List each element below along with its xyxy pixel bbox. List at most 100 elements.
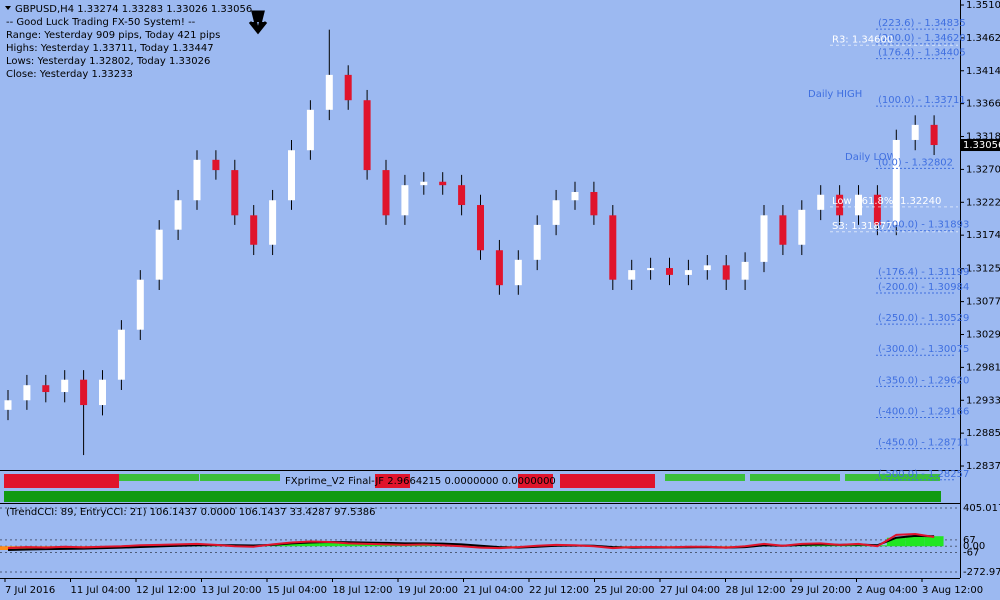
- level-label: (176.4) - 1.34405: [878, 48, 966, 59]
- y-tick-label: 1.33180: [966, 132, 1000, 143]
- signal-block: [560, 474, 655, 488]
- indicator-strip: [4, 474, 941, 502]
- level-label: (-176.4) - 1.31199: [878, 267, 969, 278]
- y-tick-label: 1.28850: [966, 428, 1000, 439]
- x-tick-label: 21 Jul 04:00: [464, 585, 524, 596]
- level-label: (-350.0) - 1.29620: [878, 375, 969, 386]
- candle-body: [873, 194, 881, 225]
- candle-body: [42, 385, 50, 393]
- daily-high: Daily HIGH: [808, 89, 862, 100]
- candle-body: [684, 270, 692, 275]
- y-tick-label: 1.31740: [966, 230, 1000, 241]
- candle-body: [4, 400, 12, 410]
- daily-low: Daily LOW: [845, 152, 897, 163]
- candle-body: [703, 265, 711, 271]
- y-tick-label: -272.9796: [963, 567, 1000, 578]
- candle-body: [855, 194, 862, 216]
- candle-body: [344, 74, 352, 101]
- pivot-label: Low - 61.8%: 1.32240: [832, 196, 941, 207]
- candle-body: [136, 279, 144, 330]
- signal-block: [119, 474, 199, 481]
- candle-body: [628, 270, 636, 280]
- y-tick-label: 0.00: [963, 541, 985, 552]
- candle-body: [590, 192, 598, 216]
- x-tick-label: 15 Jul 04:00: [267, 585, 327, 596]
- level-label: (-300.0) - 1.30075: [878, 344, 969, 355]
- candle-body: [231, 170, 239, 216]
- candle-body: [61, 379, 69, 393]
- symbol-line: GBPUSD,H4 1.33274 1.33283 1.33026 1.3305…: [15, 4, 252, 15]
- signal-block: [845, 474, 940, 481]
- cci-line: [7, 532, 935, 550]
- y-tick-label: 1.28370: [966, 461, 1000, 472]
- signal-block: [518, 474, 553, 488]
- cci-bar: [300, 542, 320, 547]
- y-tick-label: 1.29330: [966, 395, 1000, 406]
- cci-bar: [282, 543, 301, 547]
- candle-body: [250, 215, 258, 245]
- level-label: (-200.0) - 1.30984: [878, 282, 969, 293]
- y-tick-label: 1.32700: [966, 164, 1000, 175]
- candle-body: [269, 200, 277, 245]
- candle-body: [401, 185, 409, 216]
- info-line: Highs: Yesterday 1.33711, Today 1.33447: [6, 43, 214, 54]
- info-line: Range: Yesterday 909 pips, Today 421 pip…: [6, 30, 220, 41]
- current-price: 1.33056: [963, 140, 1000, 151]
- level-label: (-100.0) - 1.31893: [878, 220, 969, 231]
- x-tick-label: 28 Jul 12:00: [726, 585, 786, 596]
- signal-block: [665, 474, 745, 481]
- info-line: Close: Yesterday 1.33233: [6, 69, 133, 80]
- level-label: (200.0) - 1.34620: [878, 33, 966, 44]
- candle-body: [666, 268, 673, 275]
- candle-body: [23, 385, 31, 401]
- candle-body: [174, 200, 182, 230]
- candle-body: [212, 159, 220, 171]
- x-tick-label: 2 Aug 04:00: [857, 585, 918, 596]
- cci-bar: [905, 535, 925, 547]
- candle-body: [155, 229, 163, 280]
- x-tick-label: 25 Jul 20:00: [595, 585, 655, 596]
- x-tick-label: 27 Jul 04:00: [660, 585, 720, 596]
- candle-body: [477, 205, 484, 251]
- candle-body: [798, 209, 806, 245]
- y-tick-label: 405.0174: [963, 503, 1000, 514]
- y-tick-label: 1.30770: [966, 297, 1000, 308]
- candle-body: [760, 215, 768, 262]
- current-price-tag: [961, 139, 1000, 152]
- candle-body: [382, 170, 390, 216]
- candle-body: [911, 124, 919, 140]
- x-tick-label: 3 Aug 12:00: [922, 585, 983, 596]
- candle-body: [892, 139, 900, 225]
- y-tick-label: 67: [963, 535, 976, 546]
- y-tick-label: 1.34620: [966, 33, 1000, 44]
- candle-body: [439, 181, 447, 186]
- cci-bar: [886, 537, 906, 547]
- candle-body: [779, 215, 787, 245]
- x-tick-label: 18 Jul 12:00: [333, 585, 393, 596]
- level-label: (-250.0) - 1.30529: [878, 313, 969, 324]
- x-tick-label: 22 Jul 12:00: [529, 585, 589, 596]
- x-tick-label: 7 Jul 2016: [5, 585, 55, 596]
- candle-body: [495, 250, 503, 286]
- candle-body: [288, 150, 295, 201]
- candle-body: [193, 159, 201, 201]
- indicator-label: FXprime_V2 Final-JF 2.9664215 0.0000000 …: [285, 476, 556, 487]
- candle-body: [722, 265, 730, 280]
- menu-triangle: [5, 6, 11, 10]
- candle-body: [647, 268, 655, 271]
- candle-body: [836, 194, 844, 216]
- y-tick-label: 1.35100: [966, 0, 1000, 11]
- candle-body: [80, 379, 88, 406]
- candle-body: [363, 100, 371, 171]
- candle-body: [458, 185, 466, 206]
- y-tick-label: -67: [963, 548, 979, 559]
- info-line: Lows: Yesterday 1.32802, Today 1.33026: [6, 56, 210, 67]
- signal-block: [200, 474, 280, 481]
- candle-body: [533, 224, 541, 260]
- signal-block: [375, 474, 410, 488]
- candle-body: [930, 124, 938, 146]
- level-label: (-450.0) - 1.28711: [878, 438, 969, 449]
- level-label: (0.0) - 1.32802: [878, 157, 953, 168]
- level-label: (100.0) - 1.33711: [878, 95, 966, 106]
